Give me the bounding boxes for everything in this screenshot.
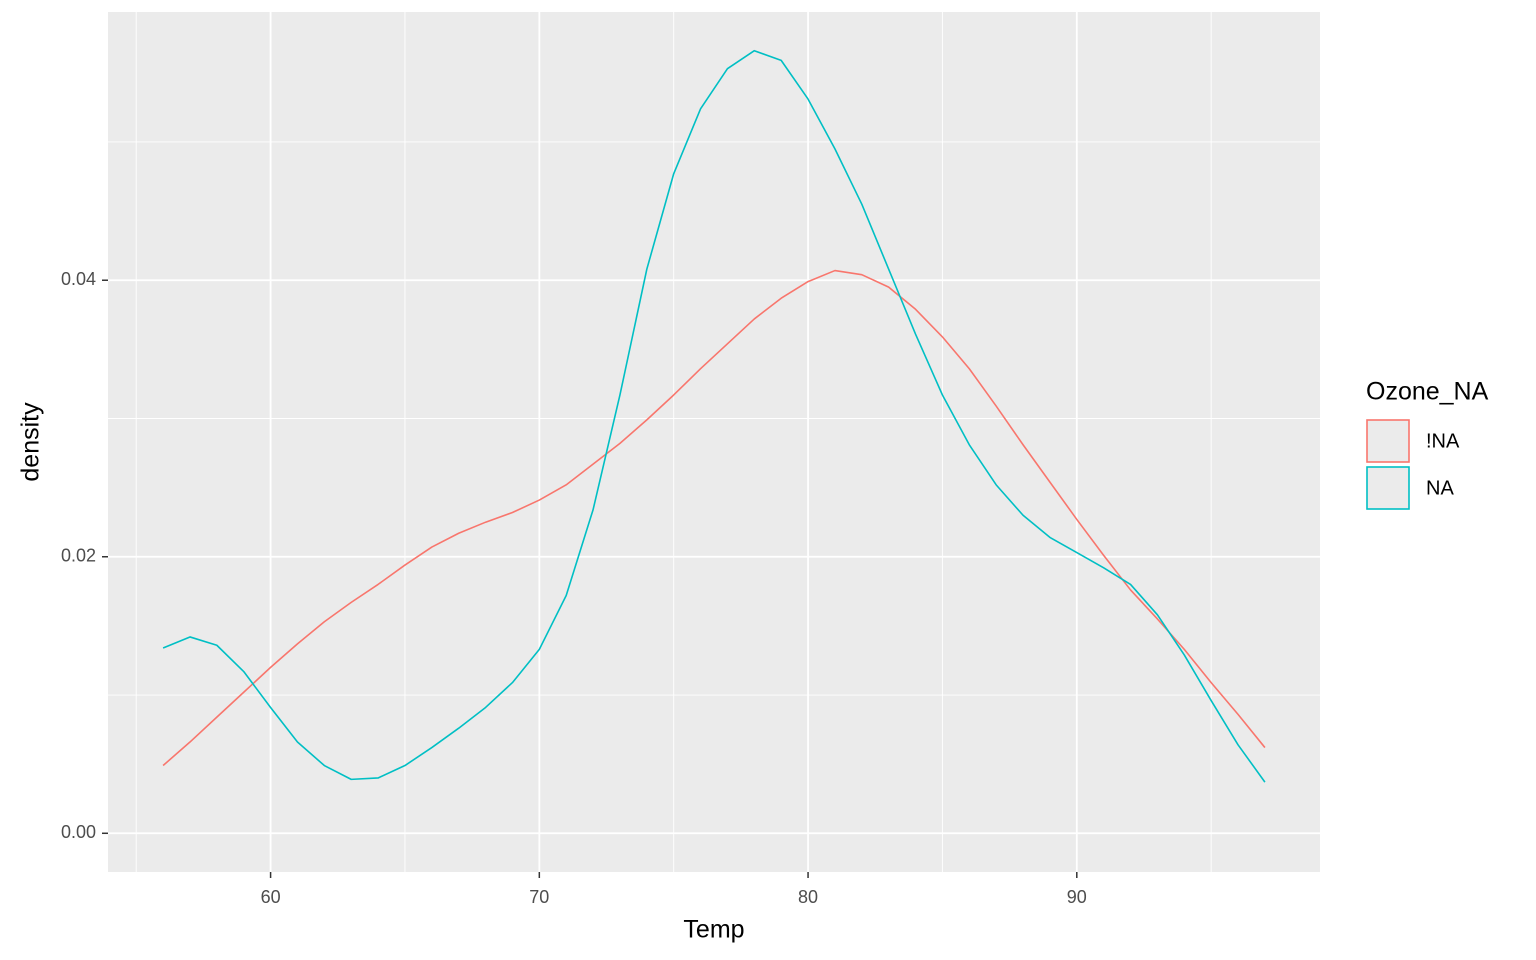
y-tick-label: 0.00 — [61, 822, 96, 842]
legend-label: NA — [1426, 477, 1454, 499]
panel — [108, 12, 1320, 872]
density-line — [162, 269, 1266, 767]
y-axis-title: density — [17, 402, 45, 482]
x-tick-label: 60 — [261, 887, 281, 907]
legend-label: !NA — [1426, 430, 1460, 452]
density-line — [162, 49, 1266, 783]
y-tick-label: 0.04 — [61, 269, 96, 289]
legend-key — [1366, 466, 1410, 510]
legend-key — [1366, 419, 1410, 463]
x-tick-label: 90 — [1067, 887, 1087, 907]
y-tick-label: 0.02 — [61, 546, 96, 566]
x-tick-label: 80 — [798, 887, 818, 907]
x-tick-label: 70 — [529, 887, 549, 907]
legend-title: Ozone_NA — [1366, 378, 1489, 406]
x-axis-title: Temp — [683, 916, 744, 944]
